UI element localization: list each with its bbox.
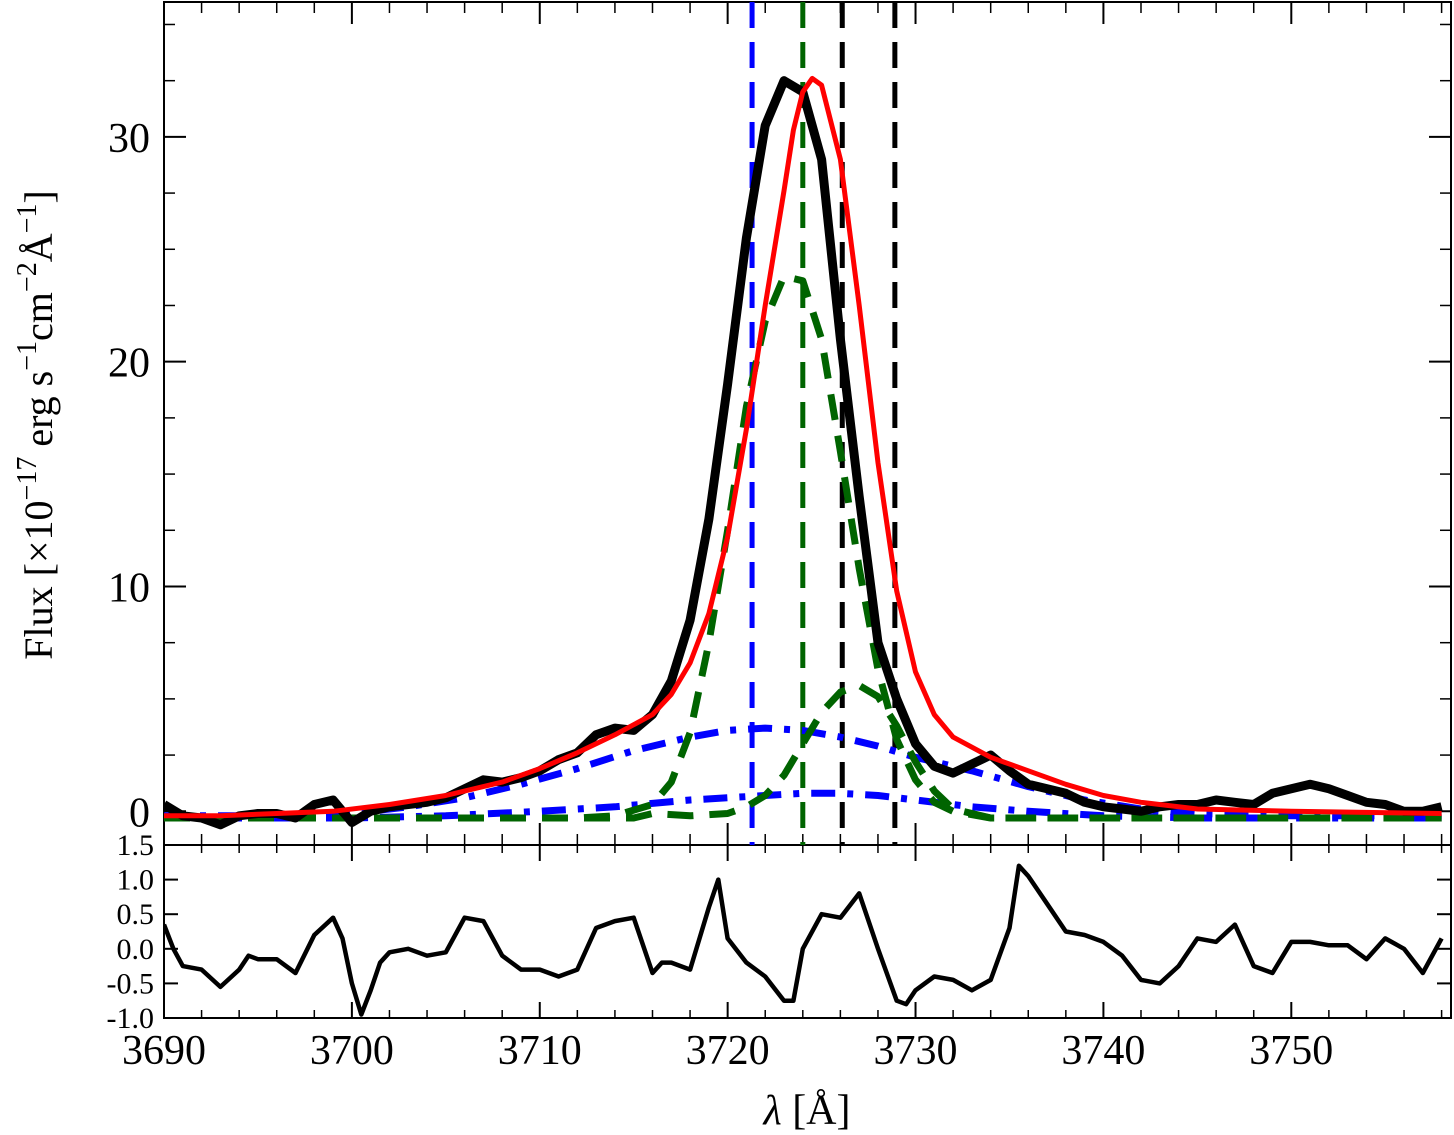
x-tick-label: 3730 xyxy=(874,1028,958,1074)
y-axis-title-exp2: −1 xyxy=(12,341,43,371)
y-axis-title-mid2: cm xyxy=(16,292,61,341)
x-tick-label: 3690 xyxy=(122,1028,206,1074)
main-y-tick-label: 0 xyxy=(129,790,150,836)
residual-panel-frame xyxy=(163,844,1452,1019)
x-tick-labels: 3690 3700 3710 3720 3730 3740 3750 xyxy=(122,1028,1333,1074)
x-tick-label: 3740 xyxy=(1061,1028,1145,1074)
y-axis-title-mid3: Å xyxy=(16,233,61,262)
y-axis-title: Flux [×10−17 erg s−1cm−2Å−1] xyxy=(12,190,61,659)
series-component-broad-secondary xyxy=(164,789,1442,822)
main-y-tick-label: 10 xyxy=(108,565,150,611)
main-axis-ticks xyxy=(163,2,1451,845)
residual-y-tick-labels: 1.51.00.50.0-0.5-1.0 xyxy=(107,829,155,1035)
x-tick-label: 3700 xyxy=(310,1028,394,1074)
main-y-tick-label: 20 xyxy=(108,341,150,387)
residual-axis-ticks xyxy=(163,844,1451,1019)
main-plot-area xyxy=(164,2,1443,845)
series-residual xyxy=(164,863,1444,1017)
res-y-tick-label: 0.0 xyxy=(117,933,155,966)
series-component-narrow-main xyxy=(164,272,1442,822)
main-y-tick-labels: 0 10 20 30 xyxy=(108,116,150,836)
main-panel-frame xyxy=(163,1,1452,846)
res-y-tick-label: -0.5 xyxy=(107,967,155,1000)
y-axis-title-mid1: erg s xyxy=(16,371,61,457)
res-y-tick-label: 1.0 xyxy=(117,864,155,897)
res-y-tick-label: 1.5 xyxy=(117,829,155,862)
x-tick-label: 3750 xyxy=(1249,1028,1333,1074)
y-axis-title-exp3: −2 xyxy=(12,262,43,292)
x-axis-title-unit: [Å] xyxy=(782,1088,851,1134)
y-axis-title-exp1: −17 xyxy=(12,457,43,501)
main-y-tick-label: 30 xyxy=(108,116,150,162)
x-axis-title-lambda: λ xyxy=(761,1088,781,1134)
series-model-total xyxy=(164,75,1442,819)
y-axis-title-suffix: ] xyxy=(16,190,61,203)
res-y-tick-label: 0.5 xyxy=(117,898,155,931)
x-tick-label: 3720 xyxy=(686,1028,770,1074)
series-component-narrow-secondary xyxy=(164,681,1442,822)
y-axis-title-prefix: Flux [×10 xyxy=(16,500,61,659)
y-axis-title-exp4: −1 xyxy=(12,204,43,234)
x-tick-label: 3710 xyxy=(498,1028,582,1074)
x-axis-title: λ [Å] xyxy=(761,1088,850,1134)
residual-plot-area xyxy=(164,863,1444,1017)
res-y-tick-label: -1.0 xyxy=(107,1002,155,1035)
